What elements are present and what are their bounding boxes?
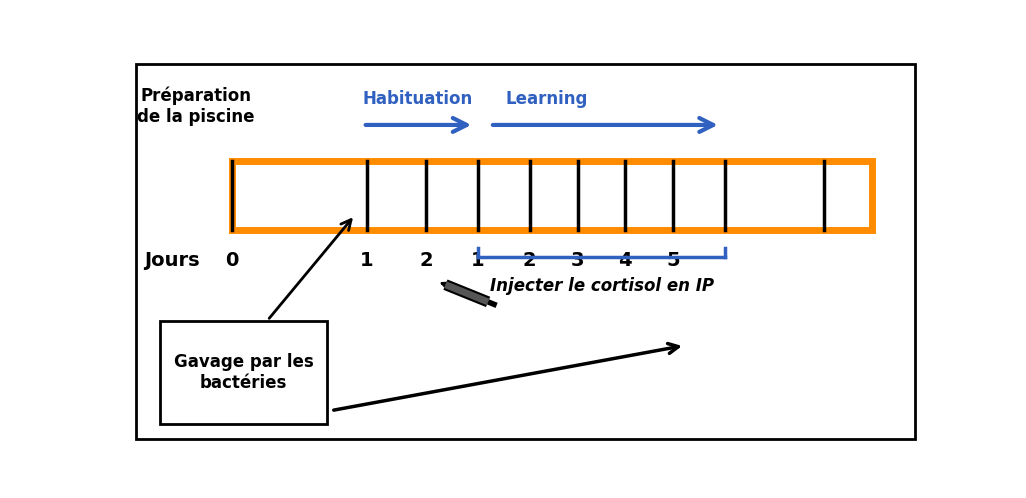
Bar [160,321,327,424]
Text: Injecter le cortisol en IP: Injecter le cortisol en IP [490,277,714,295]
Text: 0: 0 [225,251,238,270]
Text: 1: 1 [471,251,485,270]
Text: 1: 1 [360,251,373,270]
Text: Habituation: Habituation [363,91,473,109]
Text: 3: 3 [570,251,584,270]
Text: 2: 2 [523,251,537,270]
Text: Gavage par les
bactéries: Gavage par les bactéries [173,353,313,392]
Text: Préparation
de la piscine: Préparation de la piscine [137,87,254,126]
Text: Jours: Jours [144,251,200,270]
Text: Learning: Learning [506,91,588,109]
Bar [232,161,872,231]
Text: 4: 4 [619,251,632,270]
Text: 5: 5 [666,251,680,270]
Text: 2: 2 [420,251,433,270]
